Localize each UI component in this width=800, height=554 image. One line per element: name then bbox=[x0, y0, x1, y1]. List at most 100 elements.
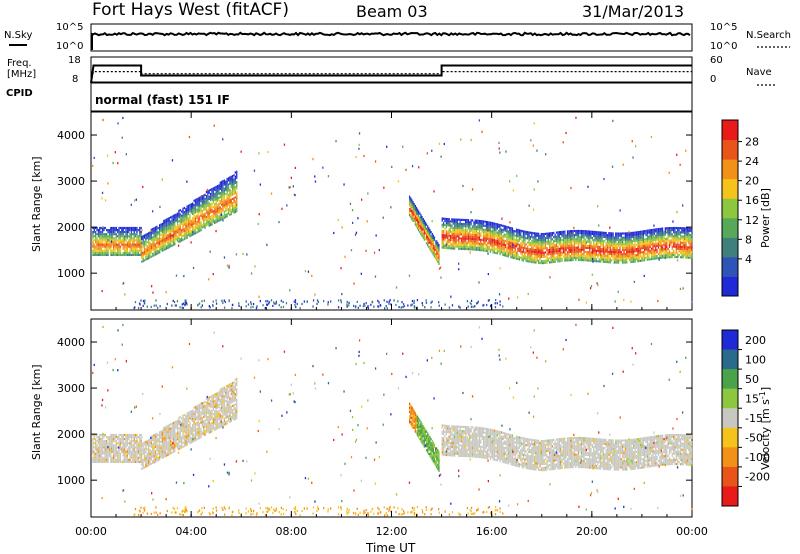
power-cell bbox=[413, 207, 415, 210]
power-cell bbox=[652, 253, 654, 256]
power-cell bbox=[193, 226, 195, 229]
power-cell bbox=[476, 225, 478, 228]
power-cell bbox=[114, 226, 116, 230]
power-cell bbox=[485, 237, 487, 240]
colorbar-swatch bbox=[722, 178, 738, 199]
nsky-panel: N.Sky 10^5 10^0 10^5 10^0 N.Search bbox=[4, 22, 791, 52]
velocity-cell bbox=[93, 436, 95, 439]
power-cell bbox=[469, 235, 471, 238]
power-cell bbox=[481, 130, 483, 133]
power-cell bbox=[582, 230, 584, 233]
power-cell bbox=[152, 240, 154, 243]
power-cell bbox=[250, 301, 252, 304]
power-cell bbox=[626, 238, 628, 241]
power-cell bbox=[506, 238, 508, 241]
power-cell bbox=[422, 226, 424, 229]
power-cell bbox=[227, 200, 230, 203]
power-cell bbox=[183, 219, 186, 222]
power-cell bbox=[555, 235, 558, 238]
power-cell bbox=[215, 202, 217, 205]
power-cell bbox=[555, 252, 558, 255]
power-cell bbox=[528, 239, 530, 242]
power-cell bbox=[616, 238, 618, 241]
power-cell bbox=[594, 247, 596, 250]
power-cell bbox=[513, 242, 515, 245]
power-cell bbox=[495, 225, 497, 228]
velocity-cell bbox=[129, 452, 131, 455]
power-cell bbox=[125, 253, 127, 256]
power-cell bbox=[125, 239, 127, 242]
power-cell bbox=[493, 237, 496, 240]
power-cell bbox=[410, 216, 412, 219]
power-cell bbox=[157, 239, 159, 242]
power-cell bbox=[219, 194, 221, 197]
power-cell bbox=[449, 228, 452, 231]
power-cell bbox=[154, 226, 157, 229]
power-cell bbox=[142, 237, 144, 240]
power-cell bbox=[176, 300, 179, 303]
power-cell bbox=[194, 198, 197, 202]
power-cell bbox=[550, 252, 552, 256]
power-cell bbox=[589, 242, 591, 246]
power-cell bbox=[141, 252, 143, 255]
power-cell bbox=[496, 241, 498, 245]
power-cell bbox=[467, 231, 470, 234]
power-cell bbox=[110, 251, 112, 254]
power-cell bbox=[670, 251, 672, 255]
power-cell bbox=[209, 188, 212, 191]
power-cell bbox=[314, 175, 316, 178]
power-cell bbox=[161, 237, 163, 240]
power-cell bbox=[211, 194, 213, 197]
power-cell bbox=[639, 236, 642, 240]
power-cell bbox=[420, 218, 422, 221]
power-cell bbox=[187, 233, 190, 236]
power-cell bbox=[189, 230, 191, 234]
power-cell bbox=[108, 235, 111, 238]
power-cell bbox=[689, 248, 691, 251]
power-cell bbox=[211, 210, 213, 213]
power-cell bbox=[678, 237, 680, 240]
power-cell bbox=[646, 252, 649, 255]
power-cell bbox=[470, 219, 472, 222]
power-cell bbox=[524, 236, 526, 239]
power-cell bbox=[686, 246, 688, 249]
power-cell bbox=[409, 199, 411, 202]
power-cell bbox=[622, 247, 624, 250]
power-cell bbox=[528, 248, 530, 251]
power-cell bbox=[631, 242, 633, 245]
power-cell bbox=[454, 247, 456, 250]
power-cell bbox=[419, 226, 421, 230]
power-cell bbox=[143, 234, 146, 237]
power-cell bbox=[681, 231, 683, 234]
power-cell bbox=[441, 217, 443, 220]
power-cell bbox=[613, 244, 615, 247]
power-cell bbox=[433, 190, 435, 193]
power-cell bbox=[121, 235, 123, 238]
power-cell bbox=[659, 234, 661, 237]
power-cell bbox=[223, 256, 226, 259]
power-cell bbox=[684, 239, 686, 242]
power-cell bbox=[245, 300, 247, 303]
power-cell bbox=[635, 256, 638, 259]
power-cell bbox=[153, 245, 155, 248]
velocity-cell bbox=[129, 450, 131, 453]
power-cell bbox=[106, 249, 108, 252]
power-cell bbox=[571, 246, 573, 249]
power-cell bbox=[525, 249, 527, 252]
power-cell bbox=[196, 198, 198, 201]
power-cell bbox=[222, 301, 224, 304]
power-cell bbox=[129, 235, 131, 238]
power-cell bbox=[565, 244, 567, 248]
power-cell bbox=[190, 234, 192, 237]
power-cell bbox=[242, 252, 244, 255]
power-cell bbox=[115, 226, 117, 230]
power-cell bbox=[684, 227, 686, 230]
power-cell bbox=[143, 253, 146, 256]
power-cell bbox=[458, 235, 460, 238]
power-cell bbox=[139, 253, 141, 256]
power-cell bbox=[549, 244, 551, 247]
power-cell bbox=[649, 229, 651, 232]
power-cell bbox=[562, 141, 564, 144]
power-cell bbox=[221, 197, 223, 200]
power-cell bbox=[179, 240, 181, 243]
